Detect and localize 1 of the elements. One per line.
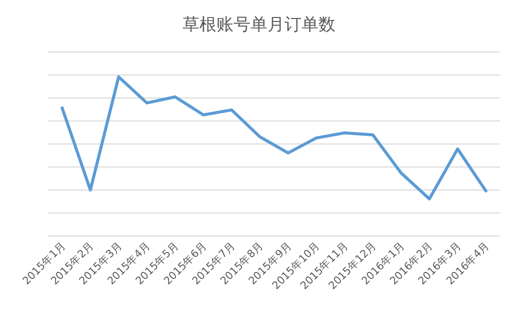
chart-title: 草根账号单月订单数 (182, 15, 336, 35)
